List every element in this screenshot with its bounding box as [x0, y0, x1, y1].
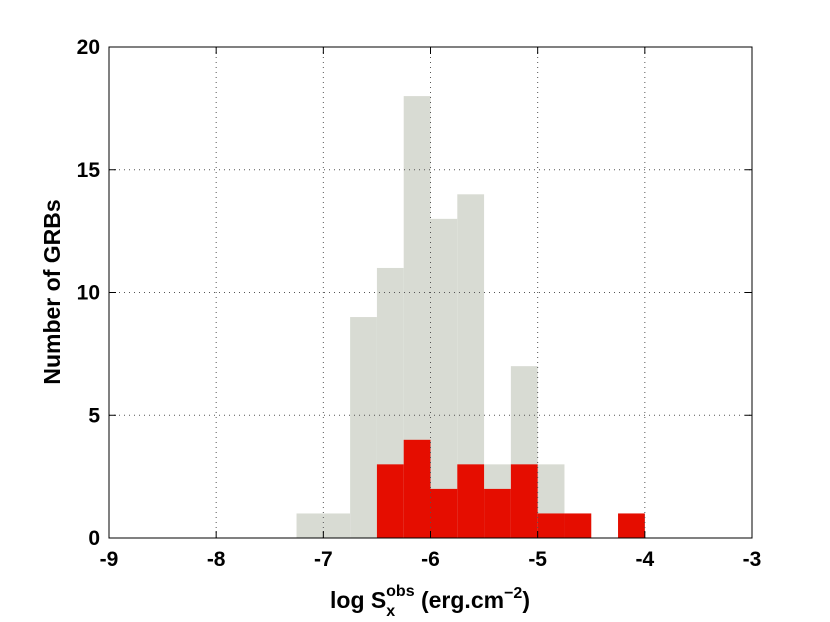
x-tick-label: -5: [528, 548, 547, 571]
histogram-bar: [323, 513, 351, 538]
histogram-bar: [430, 218, 458, 538]
y-tick-label: 10: [77, 282, 100, 305]
x-axis-label: log Sx obs (erg.cm−2): [330, 583, 530, 620]
histogram-bar: [430, 488, 458, 538]
x-label-unit-end: ): [522, 587, 530, 613]
histogram-bar: [403, 439, 431, 538]
x-tick-label: -7: [314, 548, 333, 571]
x-tick-label: -9: [100, 548, 119, 571]
histogram-bar: [296, 513, 324, 538]
histogram-bar: [618, 513, 645, 538]
x-tick-label: -6: [421, 548, 440, 571]
histogram-bar: [510, 464, 538, 538]
x-tick-label: -8: [207, 548, 226, 571]
y-tick-label: 20: [77, 36, 100, 59]
histogram-bar: [537, 513, 565, 538]
histogram-bar: [457, 464, 485, 538]
histogram-bar: [376, 464, 404, 538]
x-label-unit-sup: −2: [504, 585, 522, 602]
histogram-bar: [350, 317, 377, 538]
plot-frame: [108, 46, 753, 539]
x-label-sub: x: [386, 603, 395, 620]
y-tick-label: 15: [77, 159, 101, 182]
y-tick-label: 5: [88, 404, 100, 427]
x-tick-label: -4: [635, 548, 654, 571]
histogram-bar: [564, 513, 592, 538]
y-tick-label: 0: [88, 527, 100, 550]
histogram-bar: [484, 488, 511, 538]
x-label-sup: obs: [386, 583, 415, 600]
x-tick-label: -3: [743, 548, 762, 571]
y-axis-label: Number of GRBs: [39, 199, 65, 384]
x-label-base: log S: [330, 587, 386, 613]
x-label-unit: (erg.cm: [415, 587, 504, 613]
